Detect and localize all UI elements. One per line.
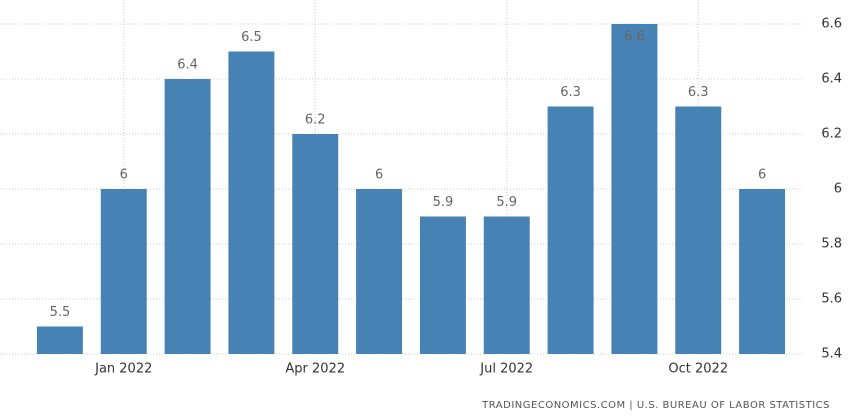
value-label: 6 (120, 168, 128, 183)
x-tick-label: Apr 2022 (285, 362, 345, 377)
bar (356, 189, 403, 354)
value-label: 6.5 (241, 30, 262, 45)
bar (419, 216, 466, 354)
bar (164, 79, 211, 354)
bar (292, 134, 339, 354)
x-tick-label: Jan 2022 (94, 362, 152, 377)
value-label: 6.4 (177, 58, 198, 73)
bar (228, 51, 275, 354)
value-label: 6 (758, 168, 766, 183)
y-tick-label: 5.6 (821, 292, 842, 307)
source: TRADINGECONOMICS.COM | U.S. BUREAU OF LA… (481, 400, 830, 411)
value-label: 6.6 (624, 30, 645, 45)
value-label: 6.3 (560, 85, 581, 100)
value-label: 6 (375, 168, 383, 183)
y-tick-label: 6.2 (821, 127, 842, 142)
x-tick-label: Oct 2022 (668, 362, 728, 377)
value-label: 6.3 (688, 85, 709, 100)
bar (675, 106, 722, 354)
y-tick-label: 6.6 (821, 17, 842, 32)
value-label: 6.2 (305, 113, 326, 128)
y-tick-label: 5.8 (821, 237, 842, 252)
x-tick-label: Jul 2022 (479, 362, 533, 377)
y-tick-label: 5.4 (821, 347, 842, 362)
bar (483, 216, 530, 354)
bar (547, 106, 594, 354)
bar (36, 326, 83, 354)
value-label: 5.9 (433, 195, 454, 210)
bar (739, 189, 786, 354)
bar (100, 189, 147, 354)
bar (611, 24, 658, 354)
y-tick-label: 6 (834, 182, 842, 197)
value-label: 5.5 (50, 305, 71, 320)
value-label: 5.9 (496, 195, 517, 210)
y-tick-label: 6.4 (821, 72, 842, 87)
